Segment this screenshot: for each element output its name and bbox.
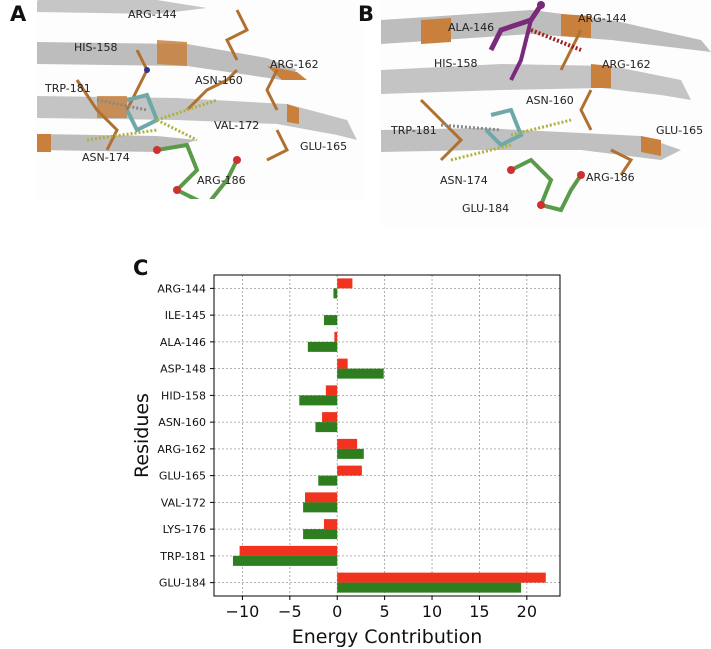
structure-a-illustration — [37, 0, 357, 199]
bar — [303, 529, 338, 540]
y-tick-label: VAL-172 — [161, 496, 206, 509]
panel-letter-b: B — [358, 2, 375, 26]
panel-letter-c: C — [133, 256, 149, 280]
bar — [337, 465, 362, 476]
bar — [337, 368, 384, 379]
residue-label: TRP-181 — [45, 82, 91, 95]
bar — [337, 278, 353, 289]
y-tick-label: LYS-176 — [163, 523, 206, 536]
y-tick-label: GLU-184 — [159, 577, 206, 590]
x-tick-label: 0 — [332, 602, 342, 621]
y-tick-label: ARG-144 — [157, 282, 206, 295]
residue-label: ARG-186 — [586, 171, 635, 184]
y-tick-label: ALA-146 — [160, 336, 206, 349]
structure-panel-b: ALA-146 ARG-144 HIS-158 ARG-162 ASN-160 … — [381, 0, 711, 227]
bar — [315, 422, 338, 433]
residue-label: ARG-162 — [602, 58, 651, 71]
residue-label: HIS-158 — [434, 57, 478, 70]
residue-label: VAL-172 — [214, 119, 260, 132]
bar — [337, 572, 546, 583]
residue-label: GLU-165 — [656, 124, 704, 137]
bar — [333, 288, 338, 299]
residue-label: HIS-158 — [74, 41, 118, 54]
x-tick-label: 5 — [380, 602, 390, 621]
y-tick-label: ASN-160 — [158, 416, 206, 429]
bar — [232, 555, 338, 566]
bar — [239, 545, 338, 556]
bar — [334, 331, 338, 342]
y-tick-label: GLU-165 — [159, 470, 206, 483]
panel-letter-a: A — [10, 2, 27, 26]
bar — [303, 502, 338, 513]
plot-area — [214, 275, 560, 596]
bar — [318, 475, 338, 486]
bar — [337, 448, 364, 459]
bar — [325, 385, 338, 396]
residue-label: GLU-165 — [300, 140, 348, 153]
plot-frame — [213, 274, 561, 597]
x-tick-label: −5 — [278, 602, 302, 621]
structure-panel-a: ARG-144 HIS-158 ASN-160 ARG-162 TRP-181 … — [37, 0, 363, 199]
y-tick-label: ILE-145 — [165, 309, 206, 322]
bar — [307, 341, 338, 352]
residue-label: TRP-181 — [391, 124, 437, 137]
bar — [299, 395, 338, 406]
residue-label: GLU-184 — [462, 202, 510, 215]
bar — [323, 519, 338, 530]
bar — [305, 492, 338, 503]
y-tick-label: ARG-162 — [157, 443, 206, 456]
y-tick-label: HID-158 — [161, 389, 206, 402]
x-axis-label: Energy Contribution — [292, 626, 483, 648]
x-tick-label: 10 — [422, 602, 442, 621]
residue-label: ASN-174 — [440, 174, 488, 187]
x-tick-label: −10 — [226, 602, 260, 621]
residue-label: ARG-162 — [270, 58, 319, 71]
residue-label: ARG-186 — [197, 174, 246, 187]
bar — [337, 358, 348, 369]
residue-label: ASN-174 — [82, 151, 130, 164]
residue-label: ARG-144 — [578, 12, 627, 25]
x-tick-label: 20 — [517, 602, 537, 621]
energy-contribution-chart: ARG-144 ILE-145 ALA-146 ASP-148 HID-158 ASN-1… — [131, 274, 561, 648]
residue-label: ARG-144 — [128, 8, 177, 21]
structure-b-illustration — [381, 1, 711, 213]
y-tick-label: TRP-181 — [159, 550, 206, 563]
residue-label: ASN-160 — [195, 74, 243, 87]
bar — [323, 315, 338, 326]
y-tick-label: ASP-148 — [160, 363, 206, 376]
bar — [337, 438, 358, 449]
residue-label: ASN-160 — [526, 94, 574, 107]
bar — [322, 412, 338, 423]
y-axis-label: Residues — [131, 393, 153, 478]
residue-label: ALA-146 — [448, 21, 495, 34]
bar — [337, 582, 522, 593]
x-tick-label: 15 — [469, 602, 489, 621]
